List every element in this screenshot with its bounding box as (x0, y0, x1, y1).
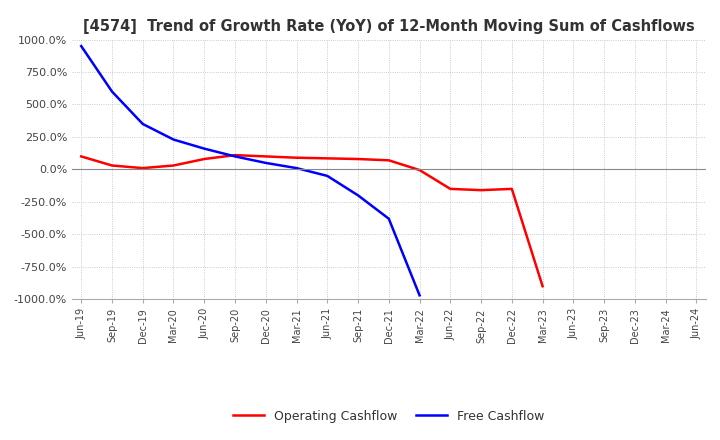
Line: Free Cashflow: Free Cashflow (81, 46, 420, 295)
Operating Cashflow (108, 163, 117, 168)
Free Cashflow (138, 121, 147, 127)
Operating Cashflow (508, 186, 516, 191)
Title: [4574]  Trend of Growth Rate (YoY) of 12-Month Moving Sum of Cashflows: [4574] Trend of Growth Rate (YoY) of 12-… (83, 19, 695, 34)
Free Cashflow (261, 160, 270, 165)
Free Cashflow (415, 293, 424, 298)
Operating Cashflow (323, 156, 332, 161)
Operating Cashflow (477, 187, 485, 193)
Free Cashflow (169, 137, 178, 142)
Operating Cashflow (138, 165, 147, 171)
Free Cashflow (292, 165, 301, 171)
Operating Cashflow (354, 156, 362, 161)
Operating Cashflow (384, 158, 393, 163)
Free Cashflow (384, 216, 393, 221)
Operating Cashflow (415, 167, 424, 172)
Operating Cashflow (200, 156, 209, 161)
Operating Cashflow (261, 154, 270, 159)
Operating Cashflow (169, 163, 178, 168)
Operating Cashflow (539, 284, 547, 289)
Free Cashflow (354, 193, 362, 198)
Legend: Operating Cashflow, Free Cashflow: Operating Cashflow, Free Cashflow (228, 405, 550, 428)
Free Cashflow (77, 44, 86, 49)
Operating Cashflow (230, 153, 239, 158)
Operating Cashflow (292, 155, 301, 160)
Line: Operating Cashflow: Operating Cashflow (81, 155, 543, 286)
Free Cashflow (323, 173, 332, 179)
Free Cashflow (108, 89, 117, 94)
Free Cashflow (200, 146, 209, 151)
Operating Cashflow (446, 186, 454, 191)
Operating Cashflow (77, 154, 86, 159)
Free Cashflow (230, 154, 239, 159)
